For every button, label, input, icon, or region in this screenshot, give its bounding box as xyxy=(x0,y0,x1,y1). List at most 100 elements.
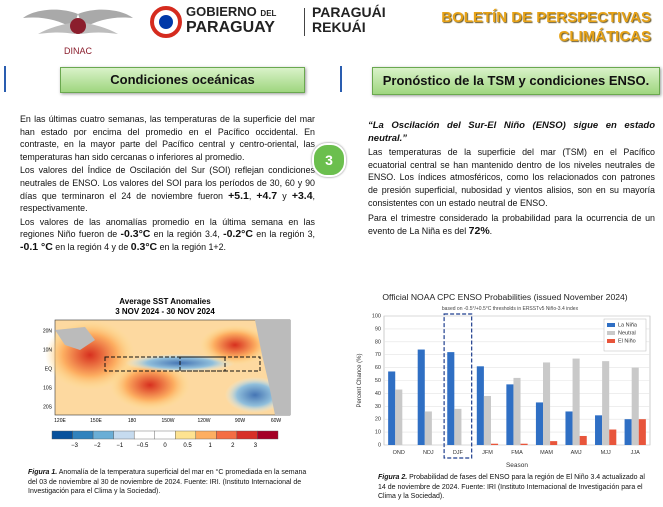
chart-title: Official NOAA CPC ENSO Probabilities (is… xyxy=(382,292,627,302)
y-tick-label: 30 xyxy=(375,404,381,410)
highlight-value: -0.3°C xyxy=(120,228,151,241)
bar xyxy=(447,352,455,445)
text-run: en la región 3, xyxy=(252,229,315,240)
bar xyxy=(476,366,484,445)
map-title: Average SST Anomalies xyxy=(119,297,211,306)
lon-labels: 120E 150E 180 150W 120W 90W 60W xyxy=(54,418,281,424)
colorbar: −3 −2 −1 −0.5 0 0.5 1 2 3 xyxy=(51,430,279,449)
x-tick-label: MAM xyxy=(540,450,553,456)
bar xyxy=(483,395,491,445)
bar xyxy=(565,411,573,445)
text-run: En las últimas cuatro semanas, las tempe… xyxy=(20,114,315,162)
bar xyxy=(520,443,528,445)
x-tick-label: OND xyxy=(393,450,405,456)
section-heading: Condiciones oceánicas xyxy=(60,67,305,93)
bar xyxy=(454,408,462,445)
bar xyxy=(543,362,551,445)
colorbar-cell xyxy=(175,430,197,440)
decor-line xyxy=(340,66,342,92)
highlight-value: 0.3°C xyxy=(130,240,158,253)
lat-label: 10S xyxy=(43,385,53,391)
lon-label: 180 xyxy=(128,418,137,424)
caption-text: Anomalía de la temperatura superficial d… xyxy=(28,469,307,495)
y-tick-label: 80 xyxy=(375,339,381,345)
title-line: CLIMÁTICAS xyxy=(558,28,652,45)
sst-map: Average SST Anomalies 3 NOV 2024 - 30 NO… xyxy=(43,297,291,449)
logo-text: DINAC xyxy=(64,46,93,56)
highlight-value: +4.7 xyxy=(256,189,278,202)
x-tick-label: FMA xyxy=(511,450,523,456)
emblem xyxy=(70,18,86,34)
y-tick-label: 70 xyxy=(375,352,381,358)
bar xyxy=(388,371,396,445)
colorbar-label: 0.5 xyxy=(183,443,192,449)
y-tick-label: 20 xyxy=(375,417,381,423)
colorbar-label: 2 xyxy=(231,443,235,449)
highlight-value: +3.4 xyxy=(291,189,313,202)
text-run: en la región 4 y de xyxy=(52,241,131,252)
wing xyxy=(23,9,78,28)
decor-line xyxy=(4,66,6,92)
colorbar-cell xyxy=(195,430,217,440)
colorbar-cell xyxy=(92,430,114,440)
x-tick-label: AMJ xyxy=(571,450,582,456)
nino-box xyxy=(104,356,226,372)
lat-label: 10N xyxy=(43,347,53,353)
right-text: “La Oscilación del Sur-El Niño (ENSO) si… xyxy=(368,120,655,238)
bar xyxy=(572,358,580,445)
paragraph: Los valores de las anomalías promedio en… xyxy=(20,216,315,254)
bulletin-title: BOLETÍN DE PERSPECTIVAS CLIMÁTICAS xyxy=(441,8,651,46)
caption: Figura 1. Anomalía de la temperatura sup… xyxy=(28,468,313,497)
warm-anomaly xyxy=(200,325,270,365)
text-run: Las temperaturas de la superficie del ma… xyxy=(368,147,655,208)
x-tick-label: MJJ xyxy=(601,450,611,456)
lon-label: 150W xyxy=(161,418,174,424)
bar xyxy=(513,377,521,445)
bar xyxy=(490,443,499,445)
y-tick-label: 0 xyxy=(378,442,381,448)
bar xyxy=(631,367,639,445)
paragraph: Las temperaturas de la superficie del ma… xyxy=(368,146,655,209)
colorbar-cell xyxy=(257,430,279,440)
caption-label: Figura 2. xyxy=(378,474,408,481)
bar xyxy=(595,415,603,445)
highlight-value: -0.2°C xyxy=(223,228,253,241)
caption-label: Figura 1. xyxy=(28,469,58,476)
legend-swatch xyxy=(607,323,615,327)
x-tick-label: JJA xyxy=(631,450,641,456)
wing xyxy=(78,9,133,28)
colorbar-label: 1 xyxy=(209,443,213,449)
lon-label: 60W xyxy=(271,418,282,424)
gov-name: GOBIERNO DEL PARAGUAY xyxy=(186,5,276,36)
highlight-value: -0.1 °C xyxy=(20,240,53,253)
section-heading: Pronóstico de la TSM y condiciones ENSO. xyxy=(372,67,660,95)
chart-subtitle: based on -0.5°/+0.5°C thresholds in ERSS… xyxy=(442,306,579,312)
wing xyxy=(38,22,76,34)
paragraph: En las últimas cuatro semanas, las tempe… xyxy=(20,113,315,163)
x-tick-label: JFM xyxy=(482,450,493,456)
dinac-logo: DINAC xyxy=(23,9,133,56)
bar xyxy=(638,419,646,445)
bar xyxy=(417,349,425,445)
text-run: en la región 1+2. xyxy=(157,241,226,252)
y-tick-label: 10 xyxy=(375,430,381,436)
y-axis-label: Percent Chance (%) xyxy=(357,353,363,407)
colorbar-cell xyxy=(72,430,94,440)
colorbar-label: 0 xyxy=(163,443,167,449)
warm-anomaly xyxy=(110,360,190,410)
text-run: y xyxy=(277,190,292,201)
legend-label: El Niño xyxy=(618,338,636,344)
lat-label: EQ xyxy=(45,366,52,372)
enso-chart: Official NOAA CPC ENSO Probabilities (is… xyxy=(357,292,651,469)
bar xyxy=(424,411,432,445)
divider xyxy=(304,8,305,36)
rekuai: PARAGUÁI REKUÁI xyxy=(312,5,386,35)
colorbar-cell xyxy=(113,430,135,440)
rek-line: PARAGUÁI xyxy=(312,4,386,20)
highlight-value: +5.1 xyxy=(228,189,249,202)
text-run: en la región 3.4, xyxy=(150,229,224,240)
bar xyxy=(506,384,514,445)
nino-box xyxy=(179,356,261,372)
title-line: BOLETÍN DE PERSPECTIVAS xyxy=(441,9,651,26)
